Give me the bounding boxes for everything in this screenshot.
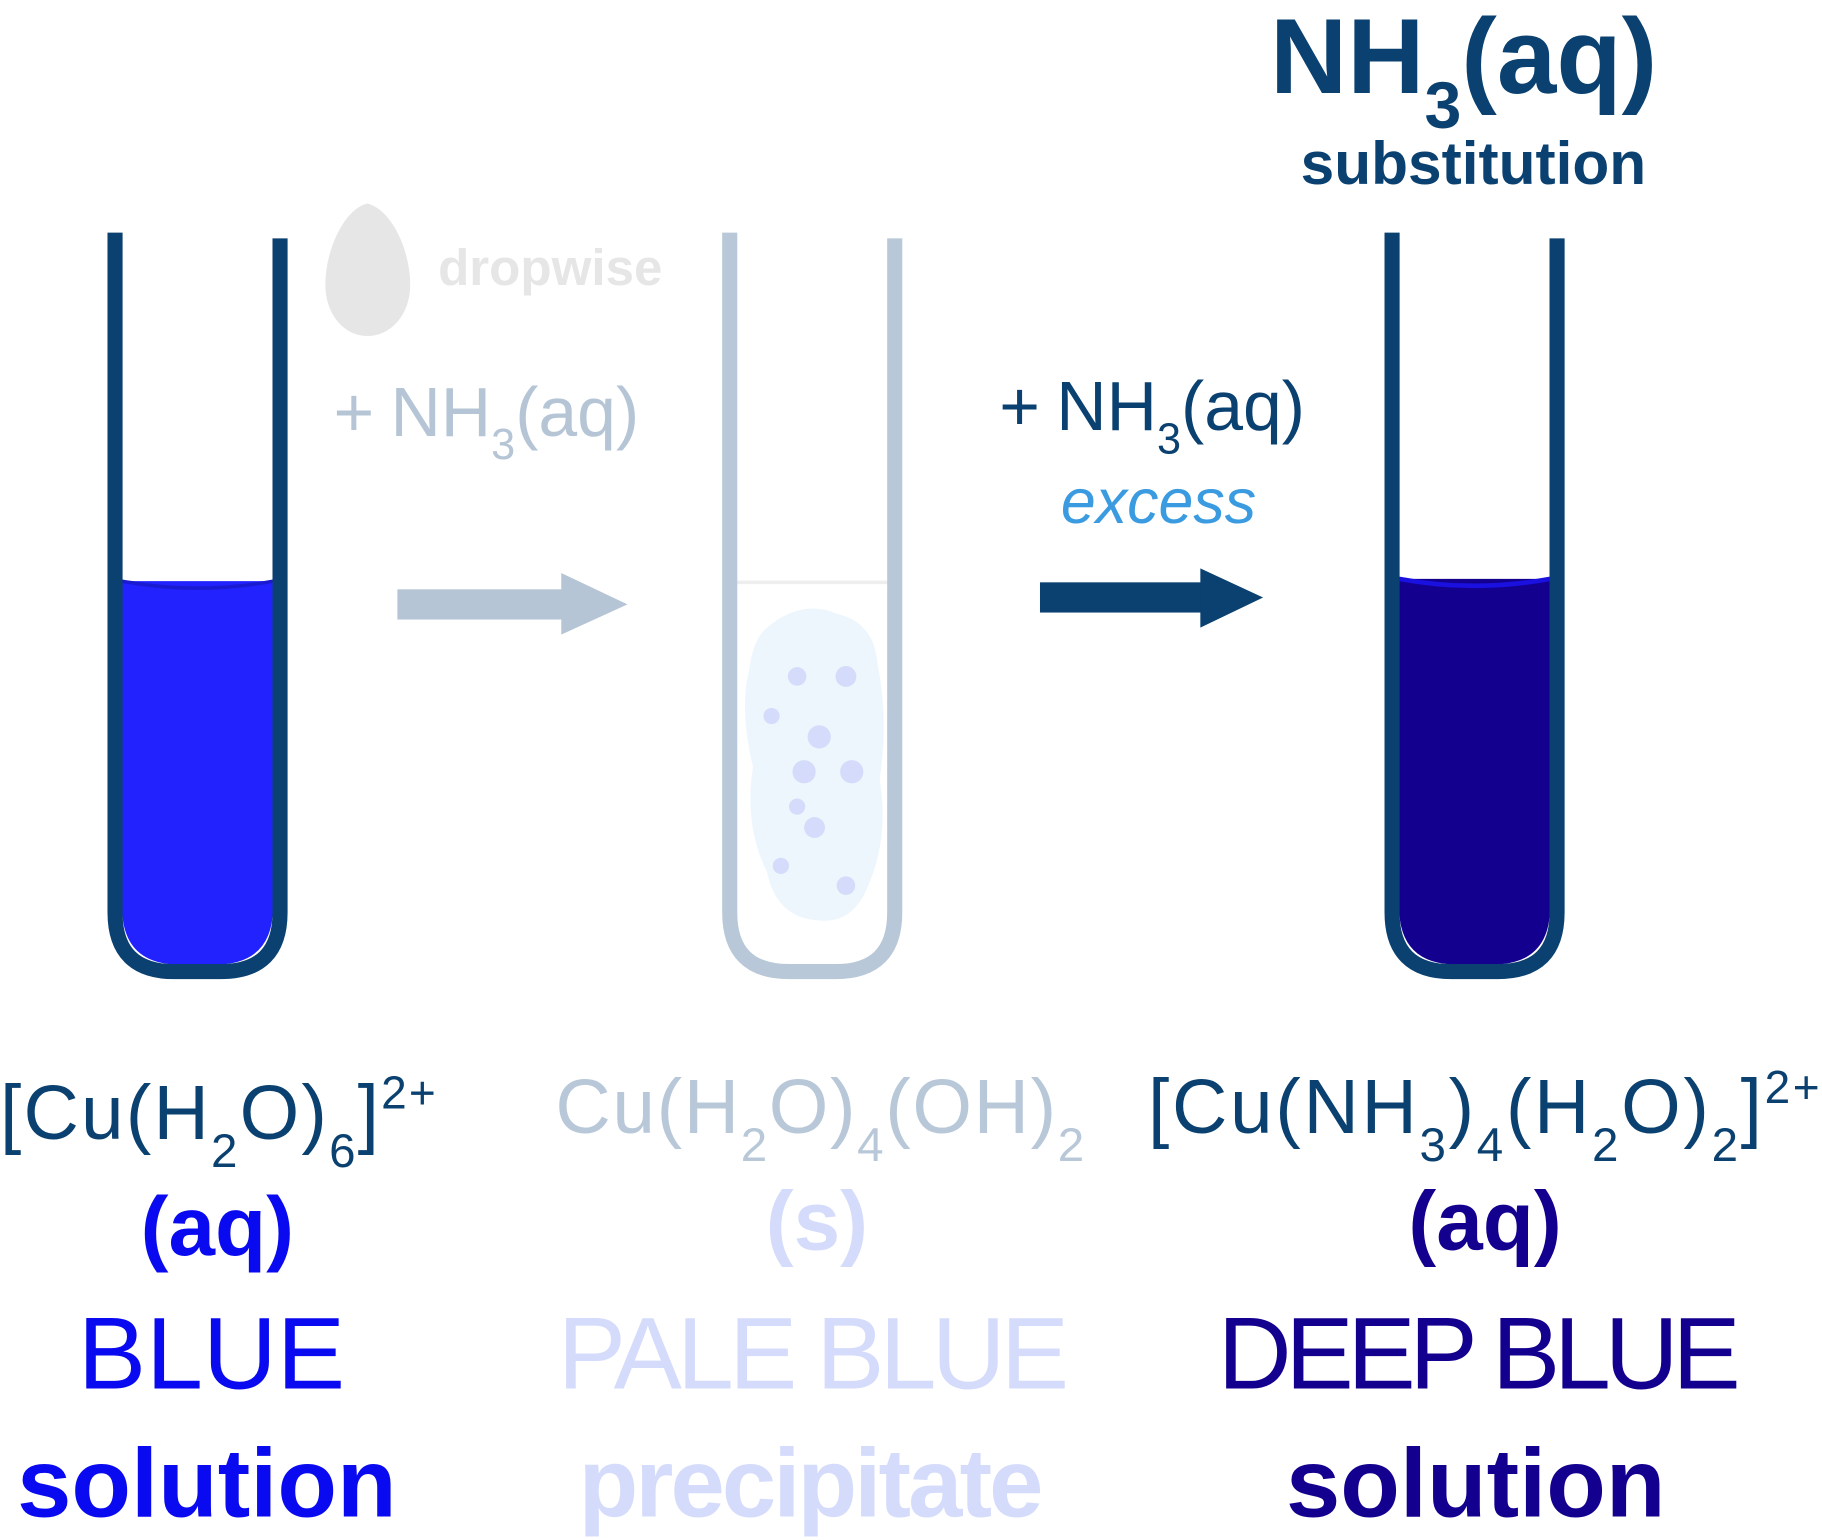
reaction-type-label: substitution (1301, 129, 1647, 197)
test-tube-blue (107, 232, 288, 980)
step2-arrow (1039, 568, 1264, 628)
header-reagent: NH3(aq) (1270, 0, 1657, 143)
formula-hexaaqua: [Cu(H2O)6]2+ (0, 1067, 436, 1178)
formula-tetraammine: [Cu(NH3)4(H2O)2]2+ (1148, 1061, 1820, 1172)
tube-glass (1384, 232, 1565, 980)
dropwise-label: dropwise (438, 239, 662, 296)
blue-solution-liquid (122, 581, 274, 965)
state-aq-1: (aq) (141, 1179, 294, 1273)
state-aq-3: (aq) (1408, 1173, 1561, 1267)
tube-glass (722, 232, 903, 980)
color-name-2: PALE BLUE (558, 1296, 1069, 1411)
tube-glass (107, 232, 288, 980)
deep-blue-solution-liquid (1399, 578, 1551, 965)
state-s-2: (s) (766, 1173, 868, 1267)
description-1: solution (17, 1429, 396, 1538)
test-tube-pale-blue (722, 232, 903, 980)
formula-hydroxide: Cu(H2O)4(OH)2 (555, 1065, 1084, 1172)
step1-arrow (397, 573, 628, 635)
description-3: solution (1286, 1429, 1665, 1538)
precipitate (745, 608, 884, 921)
step1-reagent: + NH3(aq) (333, 373, 639, 469)
color-name-1: BLUE (78, 1296, 345, 1411)
excess-label: excess (1061, 467, 1256, 537)
description-2: precipitate (579, 1429, 1044, 1538)
drop-icon (325, 203, 411, 336)
color-name-3: DEEP BLUE (1218, 1296, 1741, 1411)
test-tube-deep-blue (1384, 232, 1565, 980)
precipitate-particles (763, 666, 864, 895)
step2-reagent: + NH3(aq) (999, 367, 1305, 463)
